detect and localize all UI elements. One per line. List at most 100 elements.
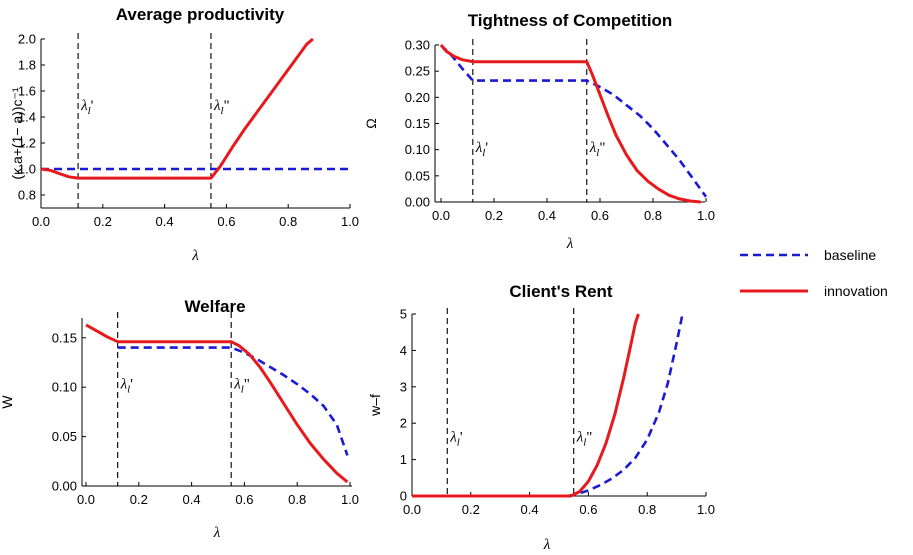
vline-label: λl": [213, 98, 230, 117]
vline-label: λl': [80, 98, 94, 117]
x-tick-label: 1.0: [697, 502, 715, 517]
y-tick-label: 0.00: [52, 479, 77, 494]
y-tick-label: 0.05: [52, 429, 77, 444]
vline-label-lambda: λ: [233, 377, 241, 393]
vline-label-subscript: l: [583, 436, 586, 448]
x-tick-label: 0.8: [644, 208, 662, 223]
vline-label-lambda: λ: [213, 98, 221, 114]
vline-label-prime: ": [224, 98, 230, 114]
x-tick-label: 0.4: [538, 208, 556, 223]
series-baseline: [412, 313, 684, 498]
y-tick-label: 0.25: [405, 64, 430, 79]
panel-2: 0.0 0.2 0.4 0.6 0.8 1.0 0.00 0.05 0.10 0.15 0.20 0.…: [363, 11, 715, 252]
x-tick-label: 0.0: [403, 502, 421, 517]
x-axis-label: λ: [191, 248, 199, 264]
x-tick-label: 0.0: [432, 208, 450, 223]
legend-label-baseline: baseline: [824, 247, 876, 263]
x-tick-label: 0.6: [217, 214, 235, 229]
x-tick-label: 0.8: [288, 492, 306, 507]
vline-label-lambda: λ: [120, 377, 128, 393]
x-tick-label: 0.2: [485, 208, 503, 223]
x-tick-label: 0.0: [77, 492, 95, 507]
vline-label: λl': [475, 140, 489, 159]
vline-label-lambda: λ: [449, 429, 457, 445]
y-tick-label: 1.8: [18, 58, 36, 73]
y-axis-label: (κ a+(1− a))c⁻¹: [9, 87, 25, 180]
vline-label-prime: ': [460, 429, 463, 445]
vline-label-prime: ": [599, 140, 605, 156]
chart-title: Average productivity: [116, 5, 285, 24]
vline-label-prime: ': [91, 98, 94, 114]
series-innovation: [85, 323, 349, 484]
vline-label-lambda: λ: [576, 429, 584, 445]
x-tick-label: 0.4: [521, 502, 539, 517]
x-tick-label: 0.2: [94, 214, 112, 229]
y-tick-label: 0: [400, 489, 407, 504]
y-tick-label: 1.0: [18, 162, 36, 177]
vline-label-subscript: l: [457, 436, 460, 448]
x-tick-label: 0.0: [32, 214, 50, 229]
y-tick-label: 0.20: [405, 90, 430, 105]
vline-label-prime: ': [130, 377, 133, 393]
vline-label-subscript: l: [596, 147, 599, 159]
vline-label: λl": [233, 377, 250, 396]
vline-label-subscript: l: [127, 384, 130, 396]
y-tick-label: 1: [400, 452, 407, 467]
x-tick-label: 0.6: [591, 208, 609, 223]
y-axis-label: Ω: [363, 118, 379, 128]
vline-label-lambda: λ: [80, 98, 88, 114]
vline-label: λl': [120, 377, 134, 396]
y-tick-label: 3: [400, 379, 407, 394]
y-tick-label: 0.10: [52, 380, 77, 395]
x-tick-label: 0.6: [235, 492, 253, 507]
x-tick-label: 1.0: [341, 492, 359, 507]
x-tick-label: 0.2: [462, 502, 480, 517]
y-tick-label: 1.6: [18, 84, 36, 99]
vline-label-prime: ': [485, 140, 488, 156]
legend: baseline innovation: [740, 247, 888, 299]
y-tick-label: 1.2: [18, 136, 36, 151]
chart-title: Welfare: [184, 297, 245, 316]
vline-label-prime: ": [586, 429, 592, 445]
y-tick-label: 0.00: [405, 195, 430, 210]
vline-label-lambda: λ: [589, 140, 597, 156]
series-innovation: [40, 37, 314, 180]
y-tick-label: 0.10: [405, 142, 430, 157]
series-baseline: [440, 44, 708, 198]
chart-title: Client's Rent: [509, 282, 613, 301]
vline-label: λl": [576, 429, 593, 448]
x-tick-label: 0.8: [638, 502, 656, 517]
y-tick-label: 4: [400, 343, 407, 358]
x-axis-label: λ: [543, 537, 551, 553]
x-tick-label: 0.8: [279, 214, 297, 229]
y-tick-label: 0.05: [405, 168, 430, 183]
vline-label-subscript: l: [88, 105, 91, 117]
y-axis-label: w–f: [367, 394, 383, 417]
x-tick-label: 1.0: [697, 208, 715, 223]
y-tick-label: 0.8: [18, 188, 36, 203]
vline-label-subscript: l: [220, 105, 223, 117]
y-tick-label: 0.30: [405, 38, 430, 53]
x-tick-label: 0.6: [579, 502, 597, 517]
series-innovation: [439, 44, 701, 204]
chart-title: Tightness of Competition: [468, 11, 673, 30]
x-tick-label: 1.0: [341, 214, 359, 229]
panel-1: 0.0 0.2 0.4 0.6 0.8 1.0 0.8 1.0 1.2 1.4 1.6 1.8 2.0 λ…: [9, 5, 359, 264]
y-tick-label: 0.15: [52, 330, 77, 345]
y-tick-label: 0.15: [405, 116, 430, 131]
y-tick-label: 2.0: [18, 32, 36, 47]
legend-label-innovation: innovation: [824, 283, 888, 299]
y-axis-label: W: [0, 395, 15, 409]
vline-label-lambda: λ: [475, 140, 483, 156]
vline-label: λl': [449, 429, 463, 448]
vline-label-subscript: l: [241, 384, 244, 396]
x-tick-label: 0.4: [183, 492, 201, 507]
vline-label-prime: ": [244, 377, 250, 393]
series-innovation: [412, 313, 640, 498]
series-baseline: [117, 346, 349, 456]
vline-label-subscript: l: [482, 147, 485, 159]
x-axis-label: λ: [213, 525, 221, 541]
